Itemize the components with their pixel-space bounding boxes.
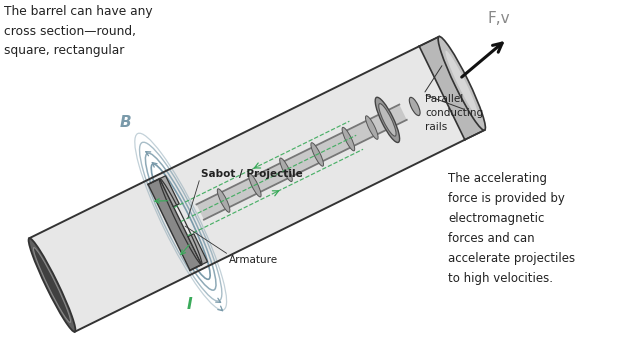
Ellipse shape <box>217 189 230 212</box>
Ellipse shape <box>445 51 478 116</box>
Text: The accelerating
force is provided by
electromagnetic
forces and can
accelerate : The accelerating force is provided by el… <box>448 172 575 285</box>
Text: Sabot / Projectile: Sabot / Projectile <box>201 169 303 179</box>
Text: B: B <box>120 115 132 130</box>
Ellipse shape <box>33 247 71 322</box>
Polygon shape <box>188 234 208 265</box>
Ellipse shape <box>311 143 324 166</box>
Ellipse shape <box>28 238 76 332</box>
Ellipse shape <box>249 174 261 197</box>
Text: The barrel can have any
cross section—round,
square, rectangular: The barrel can have any cross section—ro… <box>4 5 153 57</box>
Polygon shape <box>148 178 202 270</box>
Text: I: I <box>187 297 192 312</box>
Polygon shape <box>29 46 465 332</box>
Ellipse shape <box>410 97 420 116</box>
Polygon shape <box>419 37 485 140</box>
Ellipse shape <box>438 36 485 130</box>
Ellipse shape <box>365 116 378 139</box>
Ellipse shape <box>342 127 355 151</box>
Text: Armature: Armature <box>228 255 278 265</box>
Polygon shape <box>160 176 179 207</box>
Ellipse shape <box>375 97 399 142</box>
Text: Parallel
conducting
rails: Parallel conducting rails <box>425 94 483 132</box>
Ellipse shape <box>379 104 396 136</box>
Text: F,v: F,v <box>488 11 510 26</box>
Polygon shape <box>196 105 407 220</box>
Ellipse shape <box>280 158 292 182</box>
